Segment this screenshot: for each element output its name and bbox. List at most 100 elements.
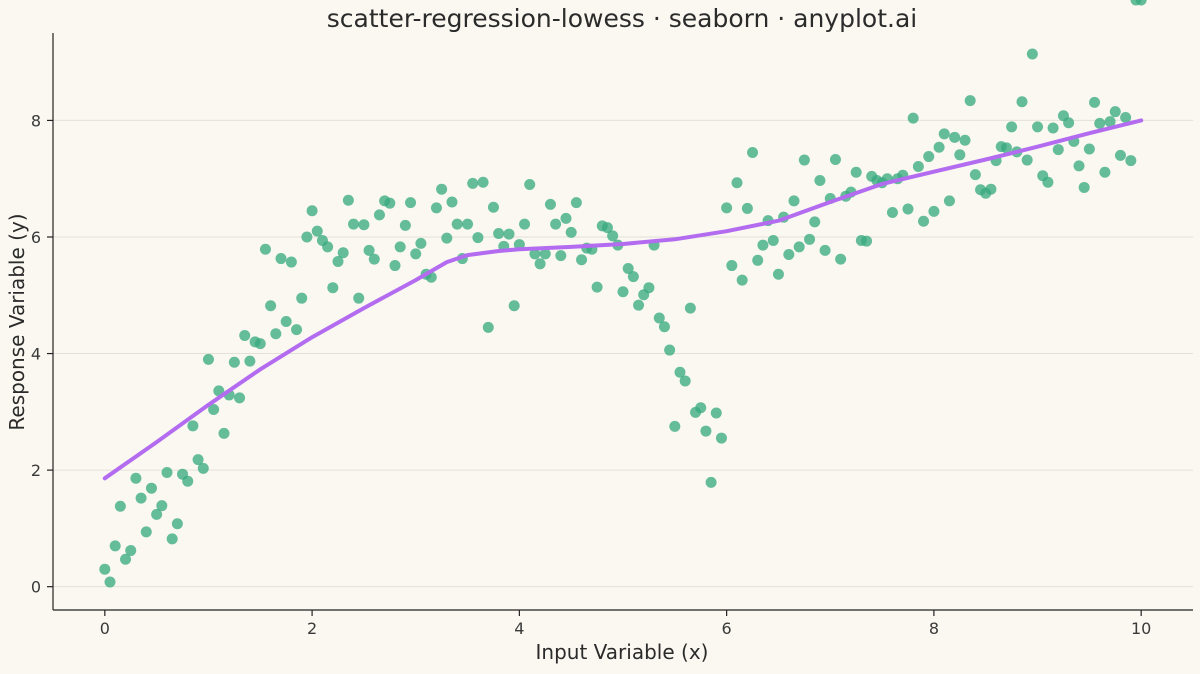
scatter-point <box>332 255 344 267</box>
scatter-point <box>503 228 515 240</box>
scatter-point <box>1109 106 1121 118</box>
scatter-point <box>627 271 639 283</box>
scatter-point <box>348 218 360 230</box>
scatter-point <box>721 202 733 214</box>
scatter-point <box>731 177 743 189</box>
x-tick-label: 10 <box>1131 619 1151 638</box>
scatter-point <box>804 233 816 245</box>
x-tick-label: 2 <box>307 619 317 638</box>
scatter-point <box>607 230 619 242</box>
scatter-point <box>508 300 520 312</box>
y-axis-label: Response Variable (y) <box>5 213 29 430</box>
scatter-point <box>384 197 396 209</box>
scatter-point <box>270 328 282 340</box>
scatter-point <box>130 472 142 484</box>
scatter-point <box>669 420 681 432</box>
y-tick-label: 6 <box>31 228 41 247</box>
axes: 0 2 4 6 8 10 0 2 4 6 8 <box>31 33 1193 638</box>
x-tick-label: 0 <box>100 619 110 638</box>
scatter-point <box>1125 155 1137 167</box>
scatter-point <box>151 508 163 520</box>
scatter-point <box>342 194 354 206</box>
scatter-point <box>902 203 914 215</box>
scatter-point <box>1135 0 1147 6</box>
scatter-point <box>487 201 499 213</box>
scatter-point <box>394 241 406 253</box>
scatter-point <box>601 222 613 234</box>
scatter-point <box>187 420 199 432</box>
scatter-point <box>1032 121 1044 133</box>
scatter-point <box>591 281 603 293</box>
scatter-point <box>783 248 795 260</box>
scatter-point <box>519 218 531 230</box>
scatter-point <box>462 218 474 230</box>
scatter-point <box>524 179 536 191</box>
scatter-point <box>752 254 764 266</box>
scatter-point <box>767 234 779 246</box>
x-tick-label: 8 <box>929 619 939 638</box>
grid-layer <box>53 119 1193 588</box>
scatter-point <box>736 274 748 286</box>
y-tick-label: 0 <box>31 578 41 597</box>
scatter-points <box>99 0 1147 588</box>
scatter-point <box>938 128 950 140</box>
scatter-point <box>218 427 230 439</box>
scatter-point <box>1052 144 1064 156</box>
scatter-point <box>700 425 712 437</box>
scatter-point <box>311 225 323 237</box>
scatter-point <box>741 202 753 214</box>
scatter-point <box>695 402 707 414</box>
y-tick-label: 8 <box>31 111 41 130</box>
scatter-point <box>254 338 266 350</box>
scatter-point <box>208 404 220 416</box>
scatter-point <box>145 482 157 494</box>
scatter-point <box>322 241 334 253</box>
scatter-point <box>964 95 976 107</box>
scatter-point <box>306 205 318 217</box>
scatter-point <box>643 282 655 294</box>
y-tick-label: 4 <box>31 345 41 364</box>
scatter-point <box>182 475 194 487</box>
scatter-point <box>954 149 966 161</box>
scatter-point <box>228 356 240 368</box>
scatter-point <box>353 292 365 304</box>
scatter-point <box>705 476 717 488</box>
scatter-point <box>684 302 696 314</box>
scatter-point <box>918 215 930 227</box>
scatter-point <box>550 218 562 230</box>
scatter-point <box>446 196 458 208</box>
scatter-point <box>1016 96 1028 108</box>
scatter-point <box>291 324 303 336</box>
scatter-point <box>985 183 997 195</box>
scatter-point <box>114 500 126 512</box>
scatter-point <box>156 500 168 512</box>
scatter-point <box>814 174 826 186</box>
scatter-point <box>617 286 629 298</box>
scatter-point <box>1104 116 1116 128</box>
scatter-point <box>493 227 505 239</box>
scatter-point <box>788 195 800 207</box>
scatter-point <box>829 153 841 165</box>
scatter-point <box>472 232 484 244</box>
scatter-point <box>1021 154 1033 166</box>
scatter-point <box>120 553 132 565</box>
scatter-point <box>1042 176 1054 188</box>
scatter-point <box>192 454 204 466</box>
scatter-point <box>861 235 873 247</box>
scatter-point <box>441 232 453 244</box>
scatter-point <box>850 166 862 178</box>
scatter-point <box>337 247 349 259</box>
scatter-point <box>793 241 805 253</box>
scatter-point <box>933 141 945 153</box>
scatter-point <box>633 299 645 311</box>
scatter-point <box>99 563 111 575</box>
scatter-point <box>912 160 924 172</box>
scatter-point <box>1089 96 1101 108</box>
scatter-point <box>1120 112 1132 124</box>
scatter-point <box>798 154 810 166</box>
scatter-point <box>1099 166 1111 178</box>
scatter-point <box>747 146 759 158</box>
scatter-point <box>674 366 686 378</box>
scatter-point <box>358 219 370 231</box>
